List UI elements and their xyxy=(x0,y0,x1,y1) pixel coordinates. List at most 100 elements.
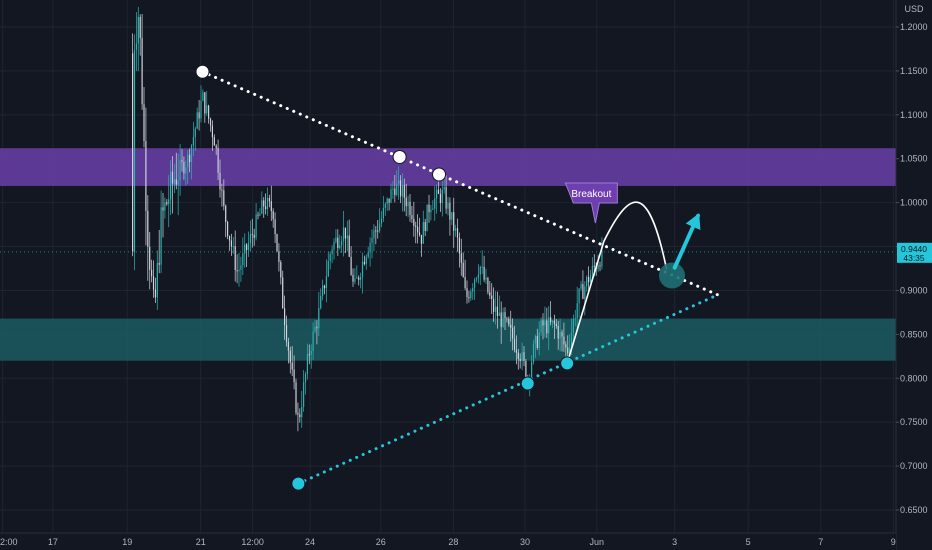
candle-body xyxy=(494,306,497,312)
candle-body xyxy=(436,189,438,199)
candle-body xyxy=(299,414,301,418)
candle-body xyxy=(510,324,512,328)
candle-body xyxy=(472,287,474,292)
candle-body xyxy=(301,406,303,418)
candle-body xyxy=(344,227,347,239)
candle-body xyxy=(504,312,506,319)
candle-body xyxy=(586,277,588,287)
candle-body xyxy=(422,222,424,244)
candle-body xyxy=(576,303,578,319)
candle-body xyxy=(289,350,291,363)
candle-body xyxy=(158,262,160,265)
currency-label: USD xyxy=(904,4,924,14)
resistance-zone xyxy=(0,148,896,186)
candle-body xyxy=(458,237,461,254)
candle-body xyxy=(177,180,179,185)
candle-body xyxy=(523,352,525,361)
candle-body xyxy=(156,262,158,298)
candle-body xyxy=(455,228,457,231)
candle-body xyxy=(164,202,166,211)
candle-body xyxy=(139,16,141,38)
candle-body xyxy=(474,279,476,288)
candle-body xyxy=(196,112,198,129)
candle-body xyxy=(426,204,428,232)
time-tick-label: 3 xyxy=(672,537,677,547)
candle-body xyxy=(500,312,502,327)
candle-body xyxy=(428,204,430,213)
candle-body xyxy=(599,265,601,267)
time-tick-label: 9 xyxy=(891,537,896,547)
candle-body xyxy=(297,412,299,415)
current-price-badge xyxy=(897,242,932,263)
candle-body xyxy=(219,172,221,190)
candle-body xyxy=(582,284,584,299)
candle-body xyxy=(247,242,250,251)
candle-body xyxy=(468,296,470,299)
candle-body xyxy=(251,234,253,236)
candle-body xyxy=(388,198,390,203)
candle-body xyxy=(145,141,147,211)
price-tick-label: 0.7500 xyxy=(900,417,928,427)
candle-body xyxy=(567,347,569,354)
candle-body xyxy=(445,187,447,209)
candle-body xyxy=(561,331,563,337)
pivot-point xyxy=(392,149,407,164)
candle-body xyxy=(185,167,187,174)
candle-body xyxy=(487,277,489,293)
candle-body xyxy=(546,320,548,334)
candle-body xyxy=(325,276,328,289)
candle-body xyxy=(470,291,472,299)
candle-body xyxy=(335,237,337,242)
candle-body xyxy=(432,208,434,210)
price-tick-label: 0.6500 xyxy=(900,505,928,515)
candle-body xyxy=(449,202,451,220)
candle-body xyxy=(314,326,316,332)
candle-body xyxy=(569,347,571,354)
candle-body xyxy=(149,246,151,270)
candle-body xyxy=(151,269,153,277)
candle-body xyxy=(483,266,485,280)
candle-body xyxy=(194,128,196,138)
candle-body xyxy=(517,352,519,359)
candle-body xyxy=(337,237,339,248)
candle-body xyxy=(532,343,535,363)
candle-body xyxy=(272,211,274,220)
time-tick-label: 30 xyxy=(520,537,530,547)
price-tick-label: 0.9000 xyxy=(900,285,928,295)
pivot-point xyxy=(520,376,535,391)
price-tick-label: 0.8000 xyxy=(900,373,928,383)
candle-body xyxy=(491,295,493,299)
candle-body xyxy=(563,336,565,345)
candle-body xyxy=(287,341,290,351)
candle-body xyxy=(225,205,227,222)
candle-body xyxy=(170,171,172,200)
candle-body xyxy=(379,223,381,231)
candle-body xyxy=(538,332,540,348)
price-tick-label: 0.8500 xyxy=(900,329,928,339)
candle-body xyxy=(601,244,603,267)
candle-body xyxy=(132,53,134,253)
candle-body xyxy=(392,188,394,190)
candle-body xyxy=(162,207,164,211)
candle-body xyxy=(439,193,442,204)
candle-body xyxy=(206,105,208,114)
candle-body xyxy=(181,160,183,162)
candle-body xyxy=(513,338,516,350)
candle-body xyxy=(580,284,582,289)
candle-body xyxy=(268,197,271,202)
candle-body xyxy=(342,227,345,242)
candle-body xyxy=(141,37,143,105)
candle-body xyxy=(559,331,561,339)
candle-body xyxy=(382,207,385,219)
candle-body xyxy=(441,189,443,204)
current-price-countdown: 43:35 xyxy=(903,253,925,263)
candle-body xyxy=(276,234,278,252)
breakout-label: Breakout xyxy=(571,189,611,200)
candle-body xyxy=(358,277,360,280)
candle-body xyxy=(502,312,504,327)
time-tick-label: Jun xyxy=(589,537,604,547)
candle-body xyxy=(375,230,377,232)
candle-body xyxy=(246,244,248,251)
candle-body xyxy=(200,100,202,119)
candle-body xyxy=(597,265,599,270)
